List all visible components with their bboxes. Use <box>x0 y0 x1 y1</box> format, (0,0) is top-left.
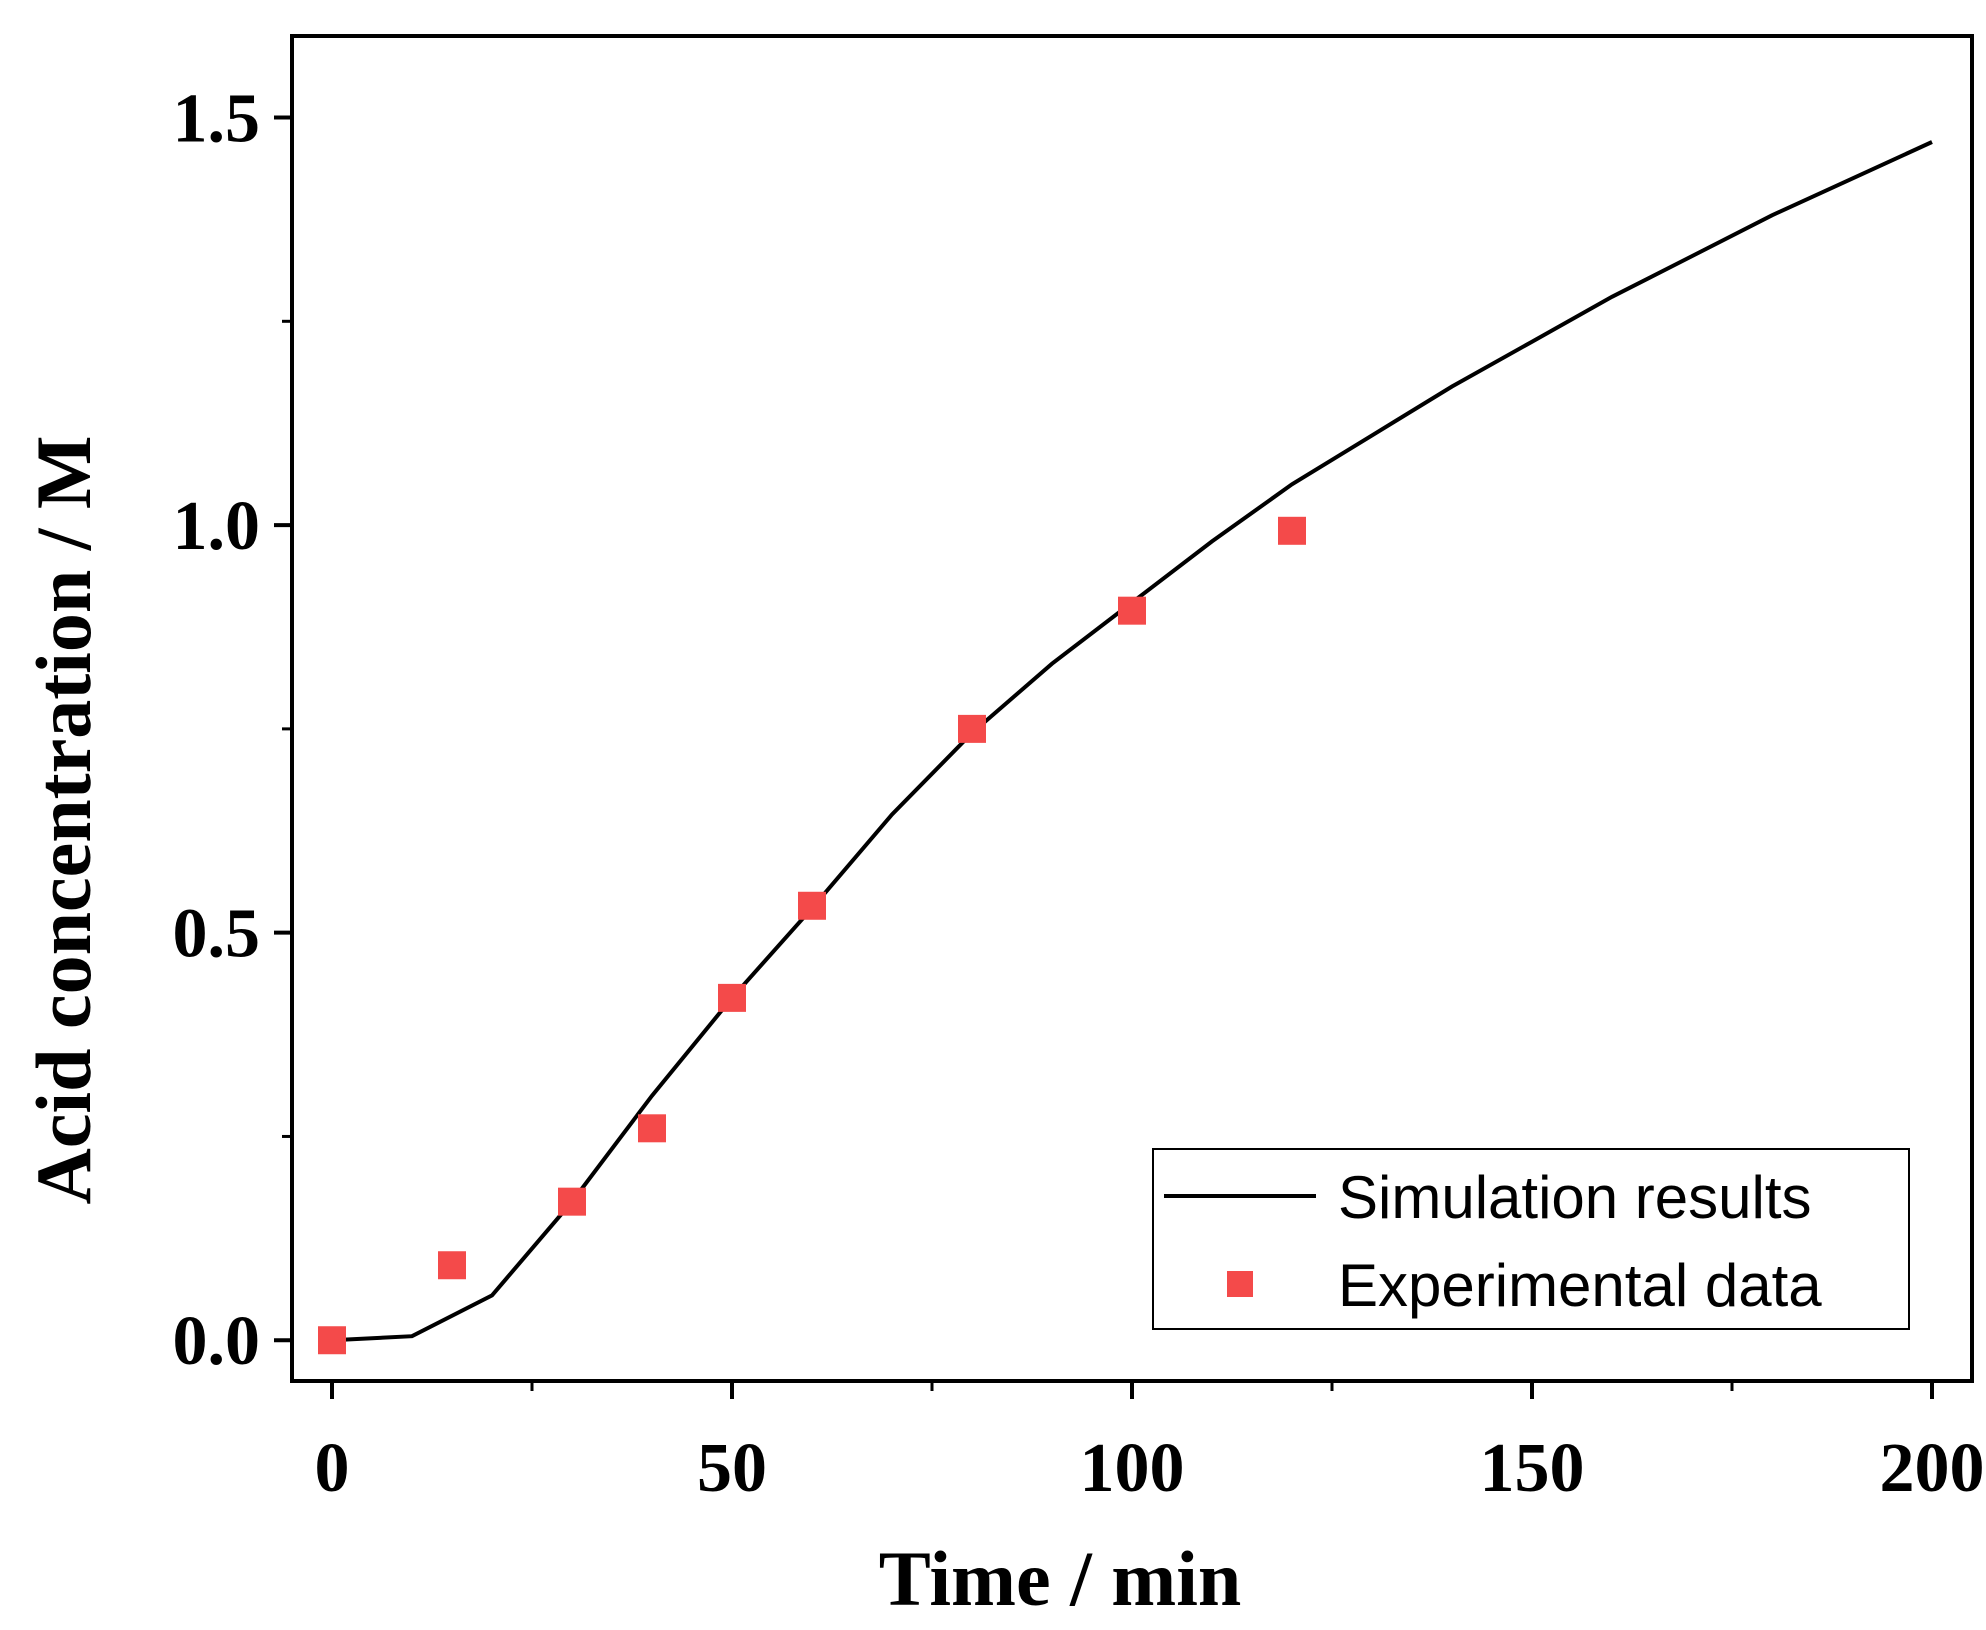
experimental-point <box>558 1187 586 1216</box>
legend: Simulation results Experimental data <box>1152 1148 1910 1330</box>
x-tick-label: 150 <box>1480 1430 1585 1507</box>
y-axis-ticks: 0.0 0.5 1.0 1.5 <box>173 81 292 1380</box>
y-tick-label: 1.5 <box>173 81 261 158</box>
experimental-point <box>638 1114 666 1143</box>
experimental-point <box>438 1251 466 1280</box>
y-tick-label: 0.0 <box>173 1303 261 1380</box>
x-tick-label: 200 <box>1880 1430 1985 1507</box>
x-tick-label: 50 <box>697 1430 767 1507</box>
experimental-point <box>318 1326 346 1355</box>
legend-box <box>1152 1148 1910 1330</box>
experimental-point <box>798 891 826 920</box>
legend-label-experimental: Experimental data <box>1338 1252 1822 1319</box>
x-tick-label: 100 <box>1080 1430 1185 1507</box>
y-tick-label: 1.0 <box>173 488 261 565</box>
x-axis-ticks: 0 50 100 150 200 <box>315 1381 1985 1507</box>
legend-square-swatch <box>1227 1271 1253 1297</box>
y-axis-title: Acid concentration / M <box>20 435 107 1204</box>
experimental-point <box>958 714 986 743</box>
y-tick-label: 0.5 <box>173 896 261 973</box>
legend-label-simulation: Simulation results <box>1338 1164 1812 1231</box>
experimental-points <box>318 516 1306 1355</box>
experimental-point <box>1278 516 1306 545</box>
x-tick-label: 0 <box>315 1430 350 1507</box>
experimental-point <box>1118 596 1146 625</box>
experimental-point <box>718 983 746 1012</box>
x-axis-title: Time / min <box>879 1535 1242 1622</box>
